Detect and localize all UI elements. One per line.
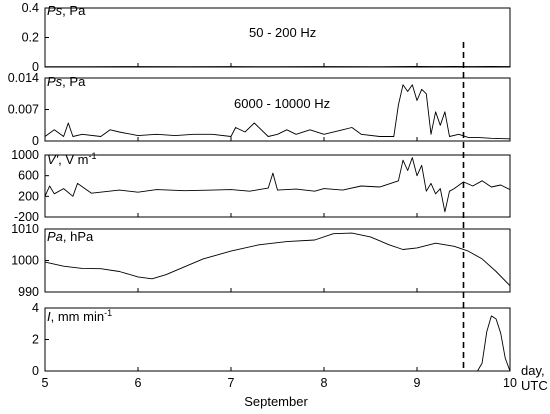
panel-4-ytick-label: 4 xyxy=(32,301,39,315)
panel-2-series-line xyxy=(44,157,511,213)
panel-4-ytick-label: 2 xyxy=(32,333,39,347)
panel-3-ytick-label: 1010 xyxy=(11,222,39,236)
panel-0-label: Ps, Pa xyxy=(47,3,86,18)
xtick-label: 7 xyxy=(228,376,235,390)
xtick-label: 5 xyxy=(42,376,49,390)
panel-1-series-line xyxy=(44,84,511,140)
panel-1-ytick-label: 0 xyxy=(32,134,39,148)
panel-2-ytick-label: 1000 xyxy=(11,148,39,162)
panel-2-label: V', V m-1 xyxy=(47,151,97,167)
panel-4-series-line xyxy=(45,315,511,372)
panel-electric-field: V', V m-1 1000 600 200 -200 xyxy=(11,148,511,224)
xtick-label: 9 xyxy=(414,376,421,390)
xtick-label: 10 xyxy=(503,376,517,390)
panel-1-ytick-label: 0.014 xyxy=(8,71,39,85)
panel-3-ytick-label: 990 xyxy=(18,285,39,299)
panel-4-frame xyxy=(44,307,511,372)
panel-pressure: Pa, hPa 1010 1000 990 xyxy=(11,222,511,299)
panel-ps-low-band: Ps, Pa 50 - 200 Hz 0.4 0.2 0 xyxy=(22,1,511,74)
x-axis-unit-utc: UTC xyxy=(521,378,548,393)
panel-0-band-label: 50 - 200 Hz xyxy=(249,25,316,40)
panel-0-ytick-label: 0.2 xyxy=(22,31,39,45)
panel-1-band-label: 6000 - 10000 Hz xyxy=(234,96,330,111)
panel-2-frame xyxy=(44,154,511,218)
x-axis-unit-day: day, xyxy=(521,363,545,378)
panel-0-ytick-label: 0.4 xyxy=(22,1,39,15)
panel-4-label: I, mm min-1 xyxy=(47,308,112,324)
panel-1-ytick-label: 0.007 xyxy=(8,103,39,117)
panel-2-ytick-label: 200 xyxy=(18,189,39,203)
panel-2-ytick-label: -200 xyxy=(14,210,39,224)
x-axis-title: September xyxy=(244,394,308,409)
panel-3-ytick-label: 1000 xyxy=(11,254,39,268)
xtick-label: 6 xyxy=(135,376,142,390)
panel-ps-high-band: Ps, Pa 6000 - 10000 Hz 0.014 0.007 0 xyxy=(8,71,511,148)
panel-rain-intensity: I, mm min-1 September day, UTC 4 2 05 6 7 8 9 1… xyxy=(32,301,548,409)
panel-0-ytick-label: 0 xyxy=(32,60,39,74)
panel-3-label: Pa, hPa xyxy=(47,229,94,244)
xtick-label: 8 xyxy=(321,376,328,390)
panel-1-label: Ps, Pa xyxy=(47,74,86,89)
panel-3-frame xyxy=(44,228,511,293)
panel-3-series-line xyxy=(44,232,511,287)
panel-4-ytick-label: 0 xyxy=(32,364,39,378)
panel-2-ytick-label: 600 xyxy=(18,169,39,183)
